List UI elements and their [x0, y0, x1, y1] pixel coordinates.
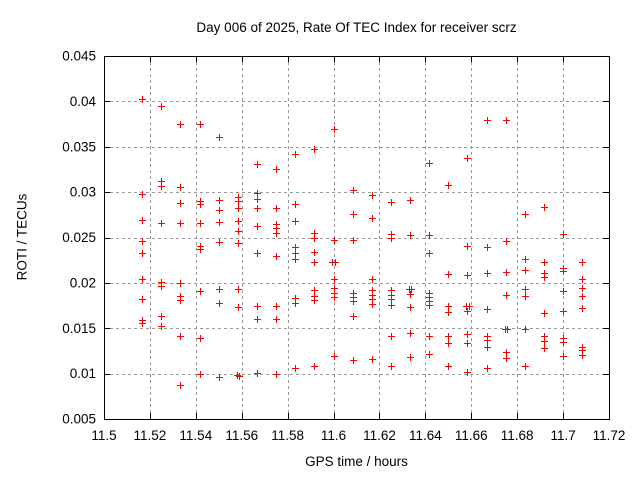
x-tick-label: 11.54: [179, 428, 212, 443]
x-tick-label: 11.56: [225, 428, 258, 443]
x-tick-label: 11.52: [134, 428, 167, 443]
x-tick-label: 11.62: [363, 428, 396, 443]
tick-marks: [104, 56, 610, 420]
y-tick-label: 0.005: [62, 412, 96, 427]
gridlines: [104, 56, 609, 419]
y-axis-label: ROTI / TECUs: [14, 193, 30, 281]
y-tick-label: 0.025: [62, 230, 96, 245]
x-tick-label: 11.64: [409, 428, 442, 443]
y-tick-label: 0.02: [70, 275, 96, 290]
x-tick-label: 11.5: [91, 428, 116, 443]
x-tick-label: 11.68: [501, 428, 534, 443]
x-tick-label: 11.7: [550, 428, 575, 443]
x-tick-label: 11.58: [271, 428, 304, 443]
y-tick-label: 0.045: [62, 49, 96, 64]
x-tick-label: 11.66: [455, 428, 488, 443]
y-tick-label: 0.015: [62, 321, 96, 336]
chart-title: Day 006 of 2025, Rate Of TEC Index for r…: [196, 20, 517, 35]
data-points: [139, 96, 586, 389]
y-tick-label: 0.01: [70, 366, 96, 381]
y-tick-label: 0.03: [70, 185, 96, 200]
x-axis-label: GPS time / hours: [305, 454, 408, 469]
tick-labels: 11.5 11.52 11.54 11.56 11.58 11.6 11.62 11.64 11…: [62, 49, 625, 444]
y-tick-label: 0.04: [70, 94, 97, 109]
x-tick-label: 11.6: [321, 428, 346, 443]
x-tick-label: 11.72: [593, 428, 626, 443]
y-tick-label: 0.035: [62, 139, 96, 154]
